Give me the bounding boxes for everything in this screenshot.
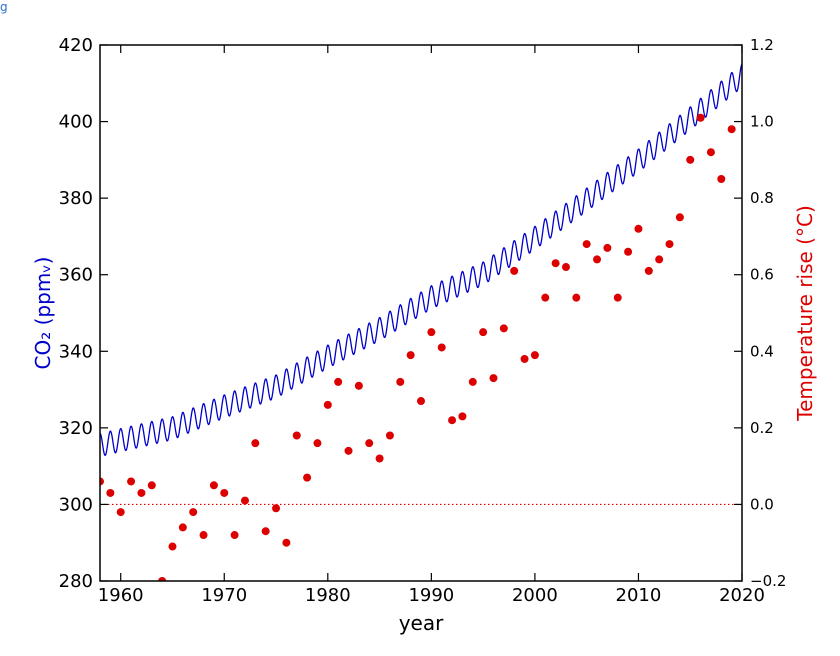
temperature-point <box>178 523 187 532</box>
temperature-point <box>458 412 467 421</box>
y-right-tick-label: 0.8 <box>750 189 774 207</box>
temperature-point <box>261 527 270 536</box>
axis-ticks: 1960 1970 1980 1990 2000 2010 2020 280 300 320 340… <box>59 35 787 606</box>
temperature-point <box>375 454 384 463</box>
x-tick-label: 2010 <box>616 585 662 606</box>
temperature-point <box>541 293 550 302</box>
temperature-point <box>240 496 249 505</box>
temperature-point <box>655 255 664 264</box>
temperature-point <box>323 400 332 409</box>
temperature-point <box>127 477 136 486</box>
x-tick-label: 1970 <box>201 585 247 606</box>
temperature-point <box>116 508 125 517</box>
temperature-point <box>479 328 488 337</box>
temperature-point <box>551 259 560 268</box>
temperature-point <box>220 488 229 497</box>
temperature-point <box>251 439 260 448</box>
y-axis-label-left: CO₂ (ppmᵥ) <box>31 257 55 370</box>
temperature-point <box>303 473 312 482</box>
x-tick-label: 2000 <box>512 585 558 606</box>
temperature-point <box>624 247 633 256</box>
temperature-point <box>448 416 457 425</box>
temperature-point <box>427 328 436 337</box>
temperature-point <box>137 488 146 497</box>
temperature-point <box>572 293 581 302</box>
y-right-tick-label: 1.0 <box>750 113 774 131</box>
temperature-point <box>230 531 239 540</box>
temperature-point <box>100 477 104 486</box>
co2-series-line <box>100 63 742 457</box>
temperature-point <box>582 240 591 249</box>
temperature-point <box>417 397 425 406</box>
temperature-point <box>344 446 353 455</box>
x-tick-label: 1980 <box>305 585 351 606</box>
temperature-point <box>686 155 695 164</box>
y-left-tick-label: 380 <box>59 188 93 209</box>
temperature-point <box>665 240 674 249</box>
temperature-point <box>292 431 301 440</box>
temperature-point <box>396 377 405 386</box>
temperature-point <box>613 293 622 302</box>
temperature-point <box>530 351 539 360</box>
y-left-tick-label: 360 <box>59 265 93 286</box>
temperature-point <box>209 481 218 490</box>
y-axis-label-right: Temperature rise (°C) <box>793 205 817 421</box>
y-right-tick-label: 0.4 <box>750 342 774 360</box>
temperature-point <box>385 431 394 440</box>
plot-area <box>100 63 742 581</box>
temperature-point <box>561 263 570 272</box>
temperature-point <box>644 266 653 275</box>
y-left-tick-label: 340 <box>59 341 93 362</box>
temperature-point <box>510 266 519 275</box>
y-left-tick-label: 280 <box>59 571 93 592</box>
temperature-point <box>706 148 715 157</box>
temperature-point <box>437 343 446 352</box>
y-left-tick-label: 320 <box>59 418 93 439</box>
temperature-point <box>489 374 498 383</box>
temperature-point <box>499 324 508 333</box>
y-left-tick-label: 400 <box>59 112 93 133</box>
temperature-point <box>147 481 156 490</box>
temperature-point <box>634 224 643 233</box>
y-right-tick-label: 0.6 <box>750 266 774 284</box>
temperature-point <box>168 542 177 551</box>
y-right-tick-label: 0.2 <box>750 419 774 437</box>
y-left-tick-label: 300 <box>59 494 93 515</box>
plot-frame <box>99 44 743 582</box>
x-tick-label: 1960 <box>98 585 144 606</box>
temperature-point <box>727 125 736 134</box>
temperature-point <box>189 508 198 517</box>
temperature-point <box>603 243 612 252</box>
temperature-point <box>675 213 684 222</box>
x-tick-label: 2020 <box>719 585 765 606</box>
temperature-point <box>313 439 322 448</box>
temperature-point <box>593 255 602 264</box>
temperature-point <box>696 113 705 122</box>
temperature-point <box>158 577 167 581</box>
y-right-tick-label: 0.0 <box>750 495 774 513</box>
figure-caption: g <box>0 0 8 14</box>
temperature-point <box>199 531 208 540</box>
x-tick-label: 1990 <box>408 585 454 606</box>
temperature-point <box>272 504 281 513</box>
y-right-tick-label: 1.2 <box>750 36 774 54</box>
temperature-point <box>717 175 726 183</box>
temperature-point <box>365 439 374 448</box>
temperature-point <box>406 351 415 360</box>
x-axis-label: year <box>399 611 444 635</box>
y-right-tick-label: −0.2 <box>750 572 786 590</box>
temperature-point <box>334 377 343 386</box>
temperature-point <box>106 488 115 497</box>
temperature-point <box>520 354 529 363</box>
temperature-point <box>282 538 291 547</box>
temperature-point <box>468 377 477 386</box>
temperature-point <box>354 381 363 390</box>
y-left-tick-label: 420 <box>59 35 93 56</box>
